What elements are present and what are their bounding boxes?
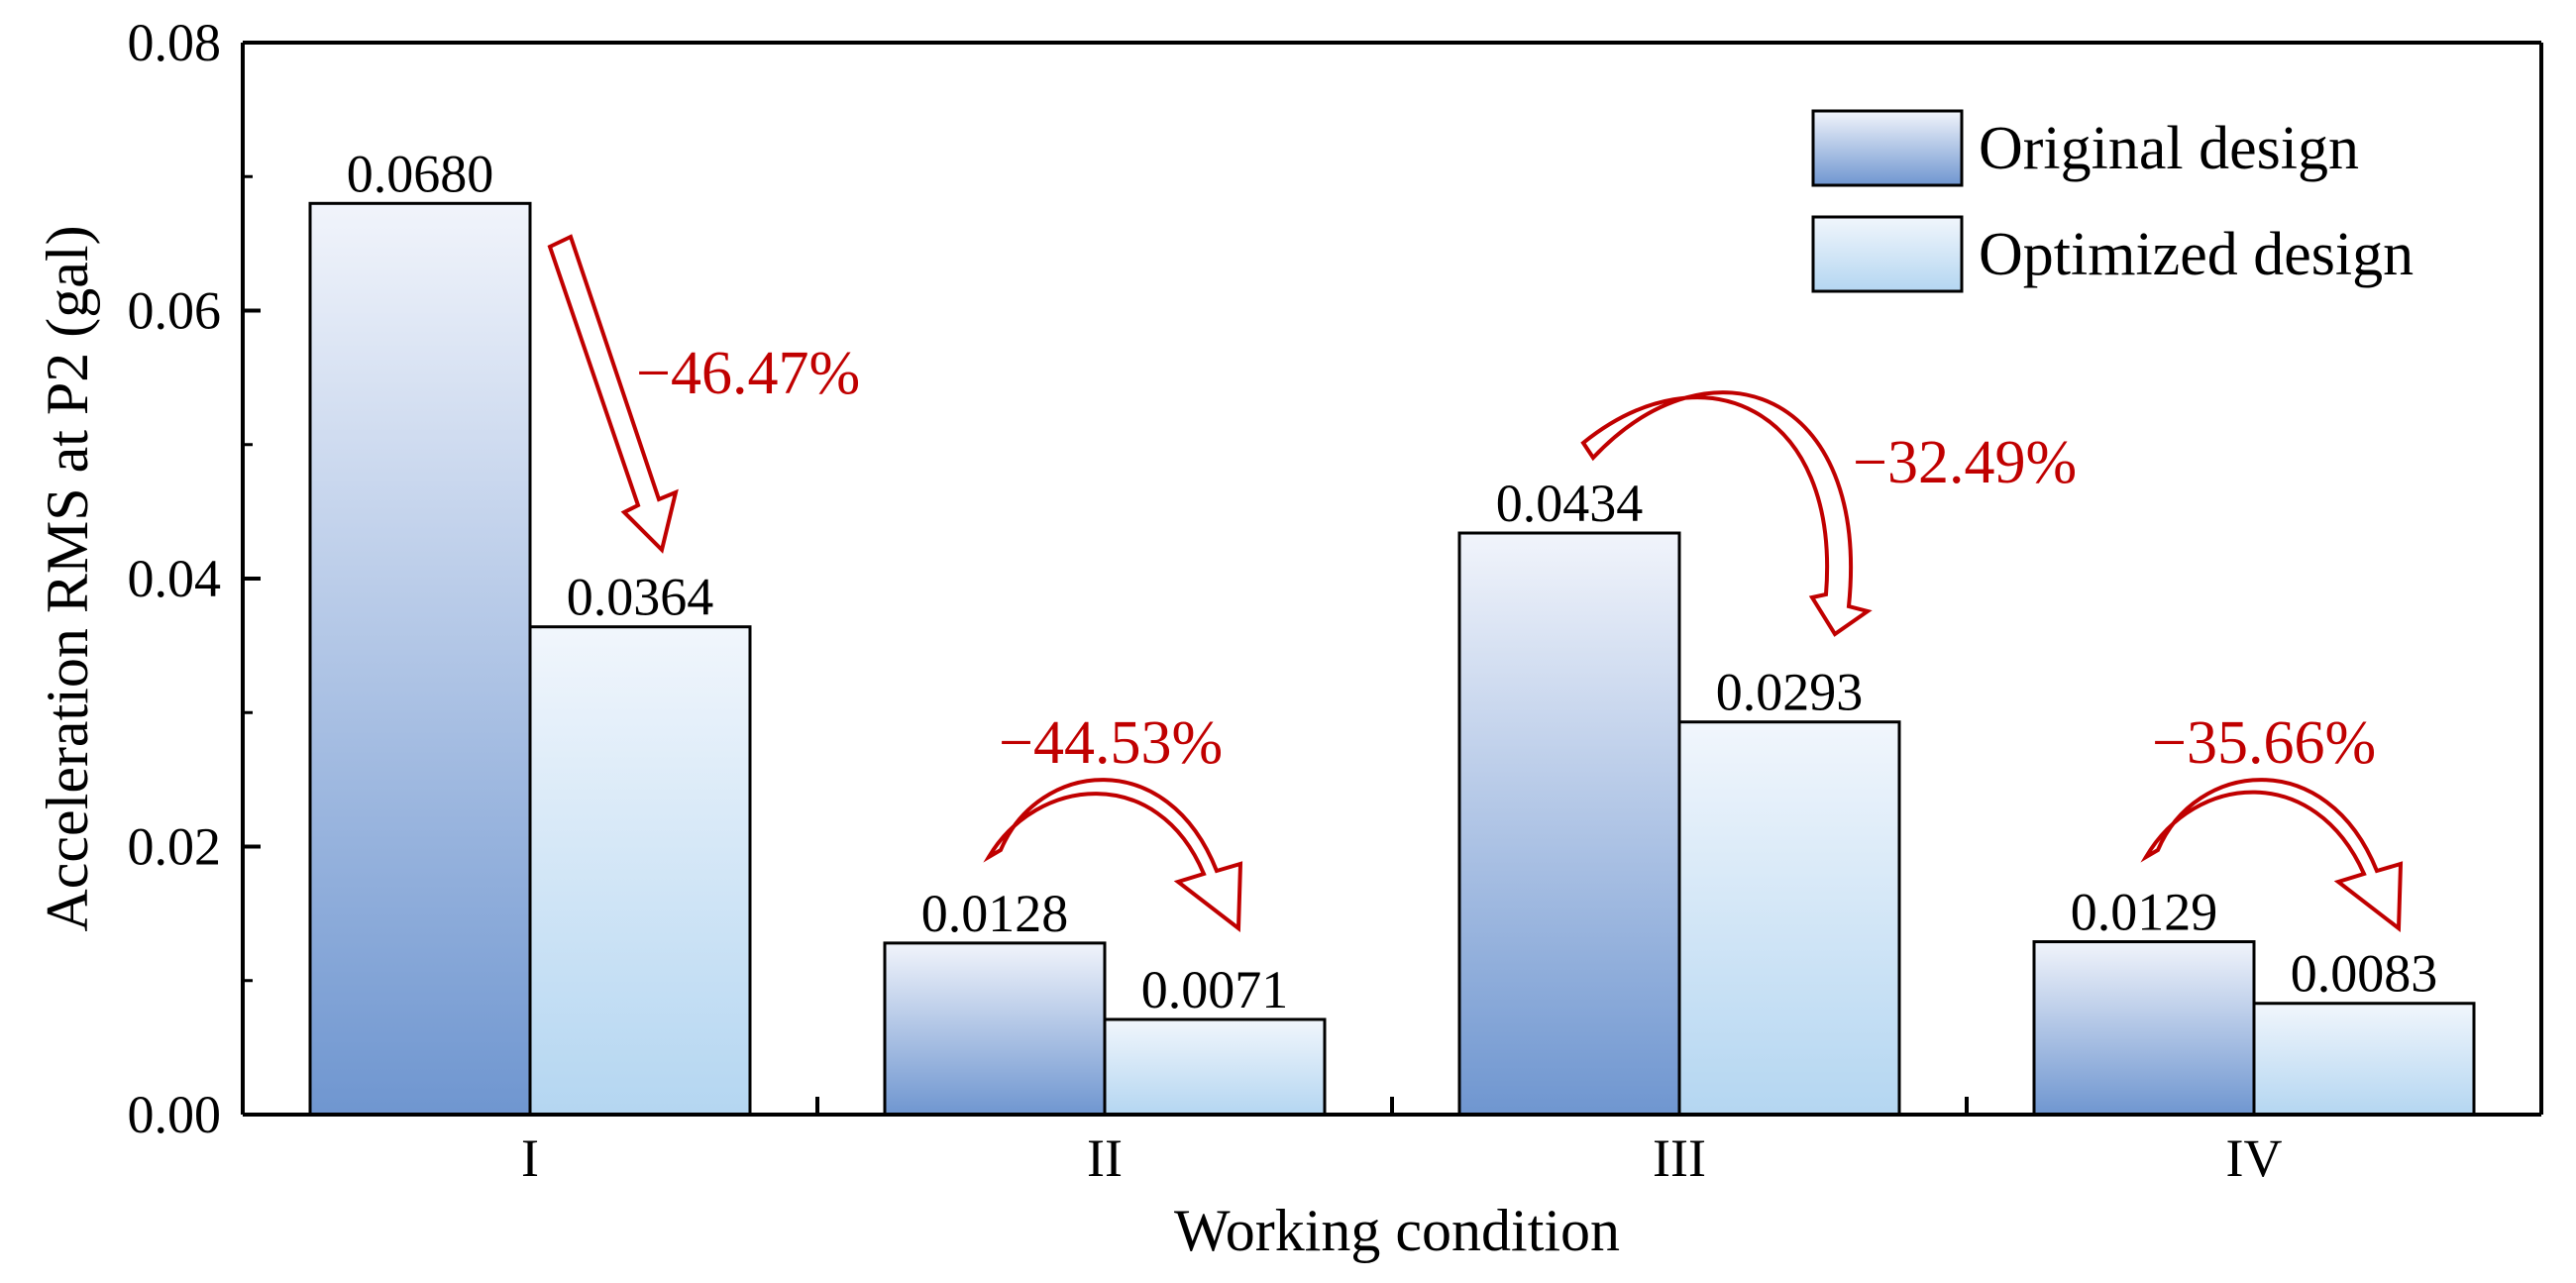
reduction-annotations: −46.47% −44.53% −32.49% −35.66% [547, 234, 2404, 932]
reduction-arrow-2 [983, 778, 1243, 932]
y-tick-label: 0.06 [128, 281, 222, 341]
data-label-original-I: 0.0680 [347, 144, 494, 203]
bar-original-IV [2032, 940, 2256, 1117]
legend-swatch-original [1811, 109, 1964, 187]
data-label-original-II: 0.0128 [921, 884, 1069, 943]
data-labels-group: 0.0680 0.0364 0.0128 0.0071 0.0434 0.0293 0.01… [347, 144, 2438, 1019]
reduction-label-1: −46.47% [636, 340, 860, 407]
reduction-arrow-1 [547, 234, 679, 554]
x-tick-label-IV: IV [2226, 1128, 2283, 1188]
reduction-arrow-3 [1580, 390, 1873, 637]
reduction-label-4: −35.66% [2152, 709, 2376, 777]
data-label-original-IV: 0.0129 [2071, 883, 2218, 942]
y-tick-label: 0.08 [128, 13, 222, 72]
data-label-original-III: 0.0434 [1496, 474, 1644, 533]
reduction-arrow-4 [2140, 778, 2404, 932]
x-tick-label-II: II [1087, 1128, 1123, 1188]
y-tick-label: 0.00 [128, 1085, 222, 1144]
y-axis-ticks: 0.00 0.02 0.04 0.06 0.08 [128, 13, 261, 1144]
reduction-label-2: −44.53% [999, 709, 1223, 777]
y-axis-title: Acceleration RMS at P2 (gal) [35, 225, 100, 931]
x-axis-ticks: I II III IV [241, 1097, 2543, 1188]
bar-optimized-II [1103, 1017, 1327, 1117]
bars-group [308, 201, 2476, 1117]
data-label-optimized-I: 0.0364 [567, 568, 714, 627]
y-tick-label: 0.02 [128, 817, 222, 877]
y-tick-label: 0.04 [128, 549, 222, 608]
x-tick-label-III: III [1653, 1128, 1706, 1188]
bar-optimized-III [1677, 720, 1901, 1117]
data-label-optimized-III: 0.0293 [1716, 663, 1864, 722]
bar-original-III [1457, 531, 1681, 1117]
bar-original-I [308, 201, 532, 1117]
legend-label-optimized: Optimized design [1979, 221, 2414, 288]
bar-optimized-IV [2252, 1002, 2476, 1117]
legend: Original design Optimized design [1811, 109, 2414, 293]
data-label-optimized-II: 0.0071 [1141, 960, 1289, 1019]
legend-label-original: Original design [1979, 115, 2359, 182]
data-label-optimized-IV: 0.0083 [2291, 944, 2438, 1004]
bar-optimized-I [528, 625, 752, 1117]
legend-swatch-optimized [1811, 215, 1964, 293]
x-tick-label-I: I [521, 1128, 539, 1188]
x-axis-title: Working condition [1174, 1198, 1620, 1263]
reduction-label-3: −32.49% [1853, 429, 2077, 496]
bar-original-II [883, 941, 1107, 1117]
